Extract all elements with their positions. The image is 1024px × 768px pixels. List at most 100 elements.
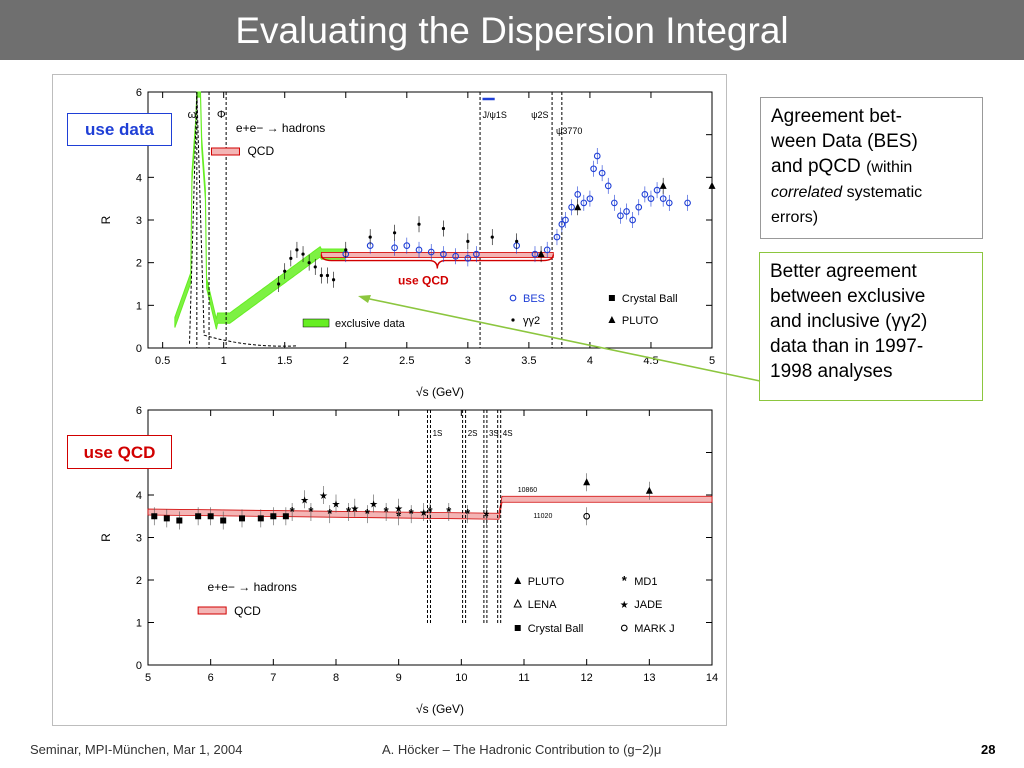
panel-2-xtick-label: 7 [270,672,276,684]
data-point [368,235,372,239]
data-point [239,515,245,522]
data-point: * [365,506,371,521]
panel-2-xtick-label: 13 [643,672,655,684]
data-point [466,239,470,243]
data-point [163,515,170,522]
panel-2-ytick-label: 4 [136,490,142,502]
legend2-pluto-label: PLUTO [528,576,565,588]
data-point [583,478,591,486]
data-point [558,220,566,228]
legend2-jade-label: JADE [634,599,662,611]
callout-agreement: Agreement bet- ween Data (BES) and pQCD … [760,97,983,239]
data-point [598,169,606,177]
callout-agreement-line5: errors) [771,209,819,226]
panel-1-ytick-label: 4 [136,172,142,184]
panel-1-ytick-label: 6 [136,87,142,99]
data-point [257,515,264,522]
data-point [270,513,277,520]
callout-better-line3: and inclusive (γγ2) [770,311,928,332]
legend2-qcd-label: QCD [234,604,261,618]
callout-better-line2: between exclusive [770,286,926,307]
data-point [319,273,323,278]
data-point [391,244,398,252]
legend-gg2-marker [511,318,515,322]
data-point [417,222,421,226]
callout-agreement-line1: Agreement bet- [771,106,902,127]
upsilon-label: 4S [503,429,513,438]
data-point [635,203,643,211]
data-point [537,250,545,258]
data-point [629,216,636,224]
panel-2-ytick-label: 0 [136,660,142,672]
data-point [207,513,214,520]
callout-agreement-line3-small: (within [866,159,913,176]
callout-agreement-correlated: correlated [771,184,843,201]
qcd-brace [320,254,554,269]
data-point [623,208,630,215]
data-point [289,256,293,260]
data-point [490,235,494,239]
data-point [403,242,411,249]
callout-better-line4: data than in 1997- [770,336,924,357]
data-point: ★ [369,500,378,511]
data-point: ★ [350,504,359,515]
panel-1-frame [147,91,713,349]
data-point [543,246,551,254]
data-point [586,195,594,203]
data-point: * [308,504,314,519]
data-point [665,199,673,207]
callout-better: Better agreement between exclusive and i… [759,252,983,401]
legend-exclusive-swatch [302,318,330,328]
panel-2-xtick-label: 10 [455,672,467,684]
panel-2-ytick-label: 1 [136,618,142,630]
legend2-crystalball-label: Crystal Ball [528,623,584,635]
page-number: 28 [981,742,996,757]
footer-author: A. Höcker – The Hadronic Contribution to… [382,742,662,757]
label-11020: 11020 [533,513,552,520]
panel-2-xtick-label: 8 [333,672,339,684]
panel-1-ylabel: R [99,215,113,224]
data-point [580,199,588,207]
legend-qcd-label: QCD [247,144,274,158]
panel-1-xtick-label: 0.5 [155,355,170,367]
use-data-tag: use data [67,113,172,146]
data-point [473,250,480,258]
panel-2-ytick-label: 6 [136,405,142,417]
data-point: ★ [332,500,341,511]
panel-2-xtick-label: 9 [396,672,402,684]
legend2-qcd-swatch [197,606,227,615]
data-point: * [346,504,352,519]
data-point: * [465,506,471,521]
panel-1-xtick-label: 2 [343,355,349,367]
label-10860: 10860 [518,487,538,494]
resonance-label-psi3770: ψ3770 [556,126,582,136]
legend-crystalball-label: Crystal Ball [622,293,678,305]
resonance-label-jpsi: J/ψ1S [482,110,506,120]
use-qcd-annotation: use QCD [398,274,449,288]
qcd-band-2 [147,495,713,520]
legend2-markj-label: MARK J [634,623,674,635]
panel-2-axes: 0123456567891011121314√s (GeV)R [99,405,718,716]
data-point [301,252,305,256]
legend-bes-marker [509,294,517,302]
legend-exclusive-label: exclusive data [335,318,406,330]
data-point [440,250,447,258]
legend2-markj-marker [620,624,628,632]
panel-1-xlabel: √s (GeV) [416,385,464,399]
data-point [610,199,618,207]
data-point [617,212,624,220]
data-point [604,182,612,190]
use-qcd-tag: use QCD [67,435,172,469]
legend-process-label: e+e− → hadrons [236,121,325,135]
data-point [708,181,716,189]
panel-1-xtick-label: 3.5 [521,355,536,367]
data-point [684,199,691,207]
panel-1-ytick-label: 0 [136,343,142,355]
data-point: ★ [319,491,328,502]
legend2-process-label: e+e− → hadrons [208,580,297,594]
data-point: * [384,504,390,519]
data-point [659,181,667,189]
legend2-crystalball-marker [514,625,521,631]
data-point [283,269,287,273]
data-point [464,255,472,262]
